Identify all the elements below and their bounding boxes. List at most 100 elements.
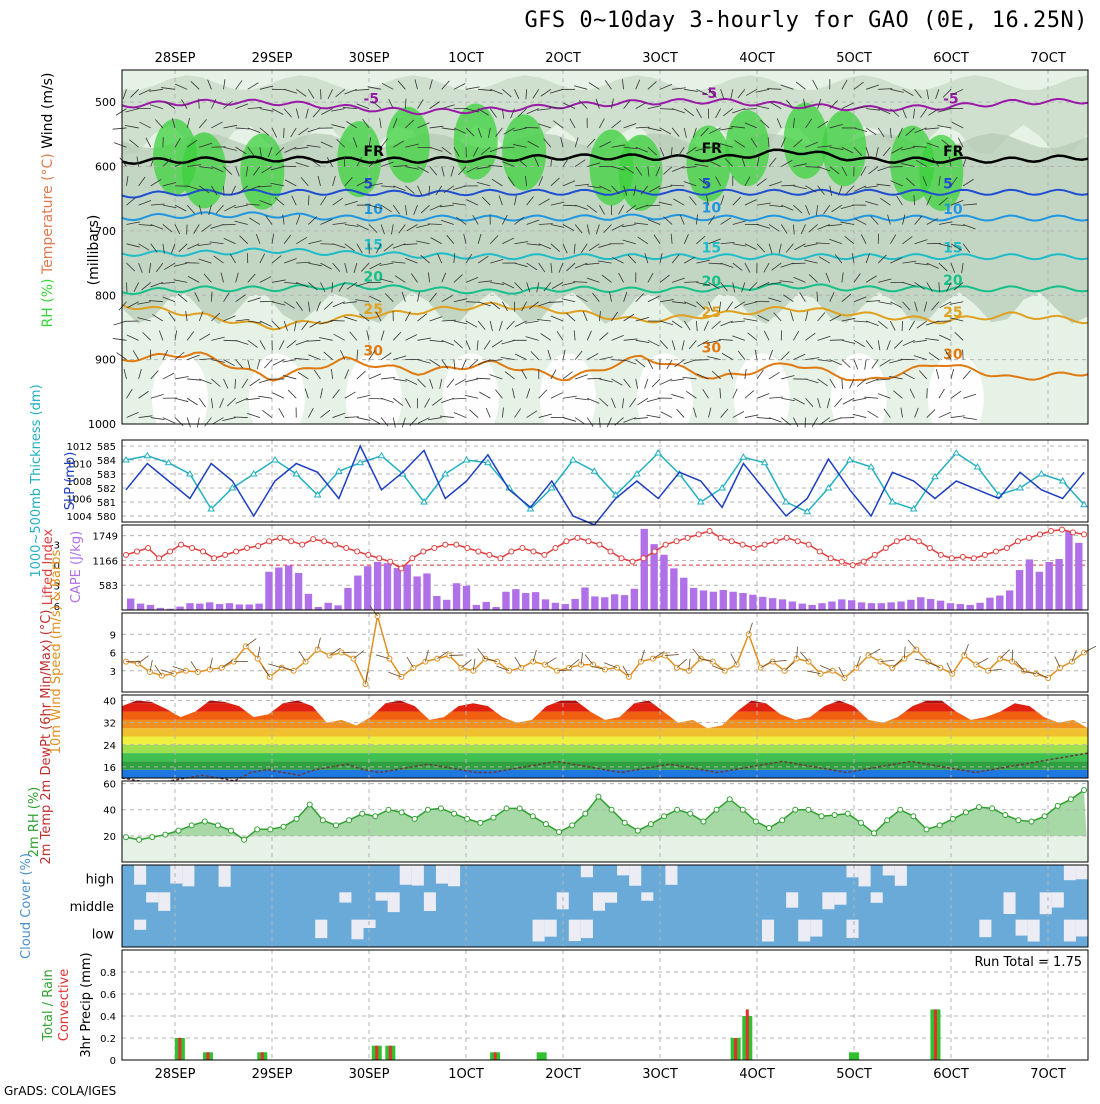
- wind-barb-10m: [820, 665, 833, 670]
- temp-ytick-label: 40: [103, 697, 116, 708]
- cloud-gap-cell: [593, 892, 605, 910]
- lifted-index-series-point: [322, 539, 327, 544]
- temp-color-band: [122, 720, 1088, 728]
- wind-barb-10m: [1084, 646, 1096, 652]
- cape-bar: [838, 599, 845, 610]
- isotherm-label: 10: [702, 201, 722, 217]
- lifted-index-series-point: [135, 549, 140, 554]
- precip-frame: [122, 950, 1088, 1060]
- wind-barb: [927, 388, 928, 398]
- wind-barb-10m: [407, 657, 413, 668]
- cape-bar: [739, 593, 746, 610]
- wind-barb-10m: [677, 659, 687, 667]
- slp-series: [126, 446, 1084, 525]
- lifted-index-series-point: [762, 542, 767, 547]
- chart-title: GFS 0~10day 3-hourly for GAO (0E, 16.25N…: [524, 8, 1088, 33]
- cloud-gap-cell: [134, 865, 146, 885]
- cape-bar: [137, 604, 144, 610]
- cloud-row-label: low: [92, 927, 115, 942]
- cloud-row-label: high: [86, 873, 114, 888]
- lifted-index-series-point: [410, 556, 415, 561]
- precip-convective-bar: [494, 1052, 497, 1060]
- cape-bar: [591, 596, 598, 610]
- rh2m-point: [583, 811, 588, 816]
- lifted-index-series-point: [872, 552, 877, 557]
- lifted-index-series-point: [1048, 529, 1053, 534]
- rh2m-point: [635, 828, 640, 833]
- lifted-index-series-point: [421, 549, 426, 554]
- cape-ytick-label: 583: [99, 581, 118, 592]
- thickness-ytick-label: 581: [97, 498, 116, 509]
- wind-barb: [187, 224, 188, 234]
- cape-bar: [976, 603, 983, 610]
- rh2m-point: [1055, 803, 1060, 808]
- cape-bar: [502, 592, 509, 610]
- cape-bar: [463, 586, 470, 610]
- rh2m-point: [819, 814, 824, 819]
- time-label-top: 3OCT: [642, 51, 678, 66]
- time-label-bottom: 4OCT: [739, 1067, 775, 1082]
- cloud-gap-cell: [1076, 920, 1088, 937]
- cloud-gap-cell: [581, 865, 593, 877]
- ua-yunits: (millibars): [86, 215, 102, 286]
- cloud-gap-cell: [822, 892, 834, 909]
- wind-barb-10m: [908, 640, 916, 650]
- rh2m-point: [911, 814, 916, 819]
- cloud-gap-cell: [315, 920, 327, 938]
- cloud-gap-cell: [1003, 892, 1015, 914]
- thickness-frame: [122, 440, 1088, 522]
- cape-bar: [433, 596, 440, 610]
- cape-bar: [275, 568, 282, 611]
- time-label-top: 1OCT: [448, 51, 484, 66]
- cloud-gap-cell: [424, 892, 436, 911]
- lifted-index-series-point: [905, 535, 910, 540]
- cloud-gap-cell: [339, 892, 351, 902]
- precip-total-bar: [537, 1052, 547, 1060]
- wind-barb-10m: [222, 660, 233, 668]
- ua-ylabel-part: Temperature (°C): [40, 149, 56, 275]
- rh2m-point: [609, 807, 614, 812]
- lifted-index-series-point: [1015, 539, 1020, 544]
- rh2m-point: [399, 810, 404, 815]
- temp-ytick-label: 16: [103, 763, 116, 774]
- rh2m-point: [438, 806, 443, 811]
- cloud-gap-cell: [605, 892, 617, 902]
- lifted-index-series-point: [740, 542, 745, 547]
- lifted-index-series-point: [696, 532, 701, 537]
- precip-convective-bar: [178, 1038, 181, 1060]
- wind-barb-10m: [545, 658, 556, 665]
- cape-bar: [621, 595, 628, 610]
- wind-barb-10m: [1000, 650, 1009, 659]
- cape-bar: [512, 589, 519, 610]
- lifted-index-series-point: [1026, 535, 1031, 540]
- cape-bar: [325, 603, 332, 610]
- cape-bar: [690, 588, 697, 610]
- isotherm-label: 30: [364, 344, 384, 360]
- rh2m-point: [858, 820, 863, 825]
- lifted-index-series-point: [784, 535, 789, 540]
- thickness-series-point: [953, 450, 959, 455]
- cape-bar: [641, 529, 648, 610]
- time-label-top: 6OCT: [933, 51, 969, 66]
- lifted-index-series-point: [278, 535, 283, 540]
- cape-bar: [611, 594, 618, 610]
- temp-color-band: [122, 770, 1088, 778]
- thickness-series-point: [144, 453, 150, 458]
- cloud-gap-cell: [810, 920, 822, 937]
- rh2m-point: [753, 819, 758, 824]
- lifted-index-series-point: [542, 552, 547, 557]
- lifted-index-series-point: [465, 546, 470, 551]
- cloud-gap-cell: [883, 865, 895, 875]
- isotherm-label: 30: [943, 347, 963, 363]
- isotherm-label: 5: [364, 176, 374, 192]
- temp-color-band: [122, 761, 1088, 769]
- cape-bar: [799, 604, 806, 610]
- rh2m-point: [202, 819, 207, 824]
- rh2m-point: [333, 823, 338, 828]
- wind-barb: [321, 89, 322, 99]
- run-total-label: Run Total = 1.75: [974, 955, 1082, 970]
- cape-bar: [818, 603, 825, 610]
- temp-color-band: [122, 737, 1088, 745]
- precip-convective-bar: [746, 1009, 749, 1060]
